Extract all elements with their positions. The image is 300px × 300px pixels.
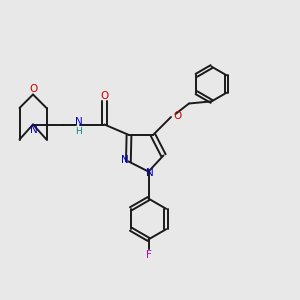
Text: N: N: [121, 155, 129, 165]
Text: O: O: [173, 110, 182, 121]
Text: N: N: [30, 125, 38, 135]
Text: N: N: [75, 116, 83, 127]
Text: O: O: [29, 84, 37, 94]
Text: H: H: [76, 127, 82, 136]
Text: N: N: [146, 168, 154, 178]
Text: F: F: [146, 250, 152, 260]
Text: O: O: [100, 91, 109, 101]
